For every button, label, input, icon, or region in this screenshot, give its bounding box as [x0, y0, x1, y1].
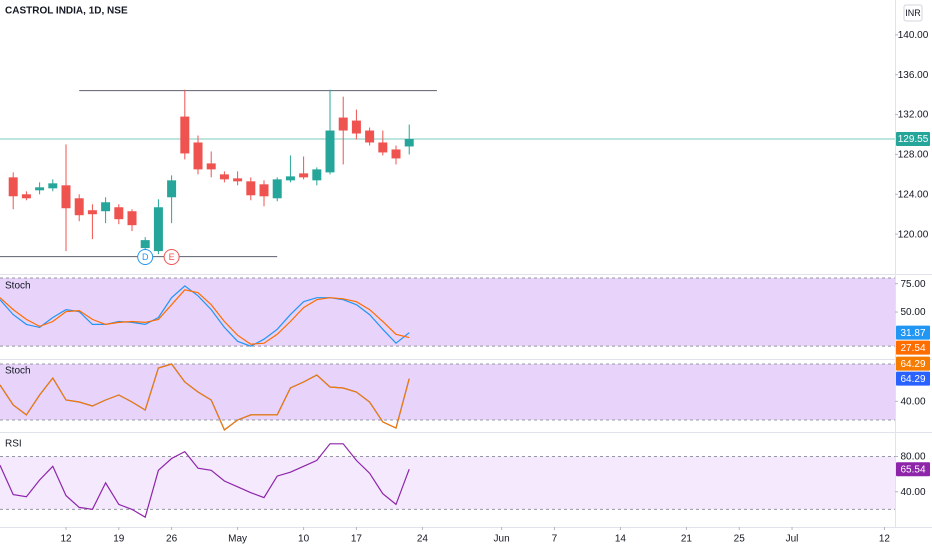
candle-body — [61, 185, 71, 209]
candle-body — [193, 142, 203, 170]
x-tick-label: May — [228, 534, 247, 545]
candle-body — [246, 181, 256, 196]
candle-body — [8, 177, 18, 197]
event-marker-label: D — [142, 252, 149, 262]
x-tick-label: 10 — [298, 534, 310, 545]
candle-body — [272, 179, 282, 199]
indicator-line — [0, 363, 410, 431]
band-fill — [0, 364, 895, 420]
pane-title: Stoch — [5, 366, 31, 377]
indicator-line — [0, 443, 410, 519]
pane-title: RSI — [5, 439, 22, 450]
candle-body — [140, 240, 150, 249]
candle-body — [48, 183, 58, 189]
candle-body — [233, 178, 243, 182]
value-label: 65.54 — [900, 464, 925, 475]
candle-body — [365, 130, 375, 143]
event-marker-label: E — [169, 252, 175, 262]
currency: INR — [905, 8, 921, 18]
value-label-box — [896, 131, 930, 146]
x-tick-label: 12 — [60, 534, 72, 545]
candle-body — [285, 176, 295, 181]
y-tick-label: 124.00 — [898, 189, 929, 200]
y-tick-label: 132.00 — [898, 110, 929, 121]
candle-body — [351, 120, 361, 134]
event-marker — [137, 249, 154, 265]
candle-body — [74, 198, 84, 216]
candle-body — [299, 173, 309, 178]
value-label: 129.55 — [898, 134, 929, 145]
x-tick-label: 7 — [552, 534, 558, 545]
candle-body — [167, 180, 177, 198]
x-tick-label: 26 — [166, 534, 178, 545]
band-fill — [0, 277, 895, 347]
candle-body — [378, 142, 388, 153]
x-tick-label: 19 — [113, 534, 125, 545]
candle-body — [114, 207, 124, 220]
candle-body — [312, 169, 322, 181]
y-tick-label: 140.00 — [898, 30, 929, 41]
value-label: 64.29 — [900, 374, 925, 385]
value-label-box — [896, 325, 930, 340]
event-marker — [163, 249, 180, 265]
x-tick-label: Jul — [786, 534, 799, 545]
y-tick-label: 120.00 — [898, 229, 929, 240]
pane-title: CASTROL INDIA, 1D, NSE — [5, 6, 128, 17]
x-tick-label: 25 — [734, 534, 746, 545]
candle-body — [404, 138, 414, 147]
candle-body — [259, 184, 269, 197]
candle-body — [127, 211, 137, 226]
x-tick-label: Jun — [494, 534, 510, 545]
value-label-box — [896, 356, 930, 371]
pane-title: Stoch — [5, 281, 31, 292]
indicator-line — [0, 289, 410, 345]
candle-body — [325, 130, 335, 173]
value-label-box — [896, 462, 930, 477]
band-fill — [0, 456, 895, 510]
value-label-box — [896, 340, 930, 355]
y-tick-label: 80.00 — [900, 452, 925, 463]
value-label: 31.87 — [900, 328, 925, 339]
x-tick-label: 21 — [681, 534, 693, 545]
y-tick-label: 50.00 — [900, 307, 925, 318]
value-label: 27.54 — [900, 343, 925, 354]
y-tick-label: 136.00 — [898, 70, 929, 81]
candle-body — [35, 187, 45, 191]
candle-body — [153, 207, 163, 252]
candle-body — [87, 210, 97, 215]
x-tick-label: 14 — [615, 534, 627, 545]
candle-body — [21, 194, 31, 199]
candle-body — [206, 163, 216, 170]
y-tick-label: 128.00 — [898, 150, 929, 161]
y-tick-label: 75.00 — [900, 279, 925, 290]
candle-body — [219, 174, 229, 180]
indicator-line — [0, 285, 410, 347]
y-tick-label: 40.00 — [900, 487, 925, 498]
x-tick-label: 24 — [417, 534, 429, 545]
y-tick-label: 40.00 — [900, 396, 925, 407]
candle-body — [101, 202, 111, 212]
value-label-box — [896, 371, 930, 386]
x-tick-label: 17 — [351, 534, 363, 545]
candle-body — [391, 149, 401, 159]
candle-body — [338, 117, 348, 131]
currency-box — [903, 4, 923, 22]
x-tick-label: 12 — [879, 534, 891, 545]
value-label: 64.29 — [900, 359, 925, 370]
candle-body — [180, 116, 190, 154]
